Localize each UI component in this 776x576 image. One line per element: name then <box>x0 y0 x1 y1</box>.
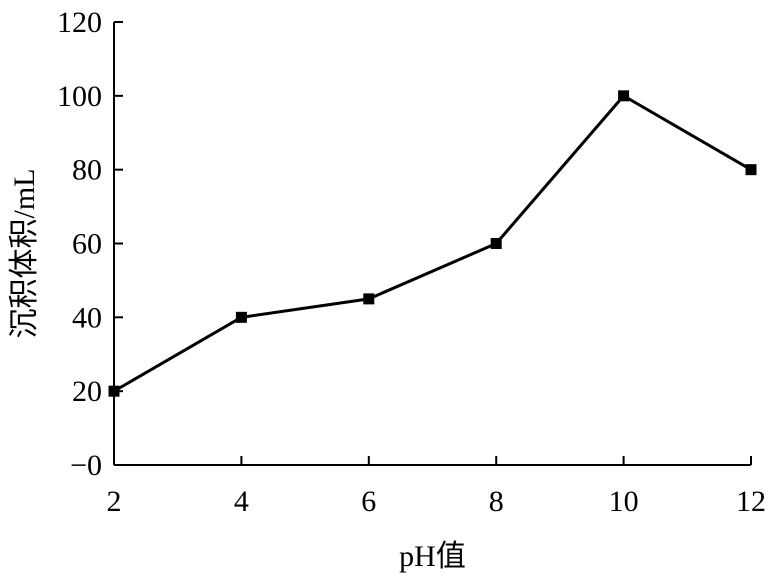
y-tick-label: 120 <box>57 6 102 39</box>
x-tick-label: 2 <box>107 485 122 518</box>
series-layer <box>108 90 757 397</box>
y-tick-label: 80 <box>72 154 102 187</box>
y-tick-label: −0 <box>70 449 102 482</box>
x-tick-label: 10 <box>609 485 639 518</box>
x-axis-title: pH值 <box>399 540 466 573</box>
axes <box>113 22 751 466</box>
x-tick-label: 6 <box>361 485 376 518</box>
y-axis-title: 沉积体积/mL <box>8 169 41 339</box>
y-tick-label: 100 <box>57 80 102 113</box>
data-point <box>108 385 120 397</box>
series-line <box>113 93 752 393</box>
data-point <box>490 238 502 249</box>
y-tick-label: 60 <box>72 228 102 261</box>
data-point <box>235 311 247 323</box>
y-tick-label: 20 <box>72 375 102 408</box>
x-tick-label: 4 <box>234 485 249 518</box>
data-point <box>363 293 375 305</box>
data-point <box>618 90 630 102</box>
data-point <box>745 164 757 176</box>
x-tick-label: 12 <box>736 485 766 518</box>
ticks: −0 20 40 60 80 100 120 2 4 6 8 10 12 <box>57 6 766 518</box>
x-tick-label: 8 <box>489 485 504 518</box>
y-tick-label: 40 <box>72 301 102 334</box>
